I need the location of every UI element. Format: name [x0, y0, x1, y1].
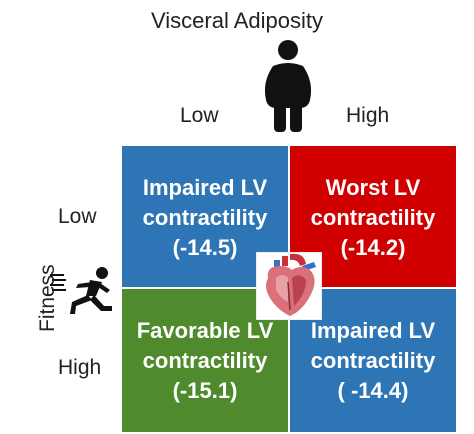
running-person-icon	[50, 267, 112, 314]
quadrant-bottom-right-text: Impaired LV contractility ( -14.4)	[310, 317, 436, 403]
diagram-title: Visceral Adiposity	[150, 8, 323, 33]
column-label-high: High	[346, 104, 390, 127]
quadrant-bottom-left-text: Favorable LV contractility (-15.1)	[136, 317, 274, 403]
quadrant-top-right-text: Worst LV contractility (-14.2)	[310, 174, 436, 260]
column-label-low: Low	[180, 104, 219, 127]
quadrant-top-left-text: Impaired LV contractility (-14.5)	[142, 174, 268, 260]
row-label-low: Low	[58, 205, 97, 228]
obese-person-icon	[264, 40, 312, 132]
quadrant-top-right: Worst LV contractility (-14.2)	[290, 146, 456, 289]
heart-icon	[256, 252, 322, 320]
quadrant-top-left: Impaired LV contractility (-14.5)	[122, 146, 288, 289]
row-label-high: High	[58, 356, 102, 379]
